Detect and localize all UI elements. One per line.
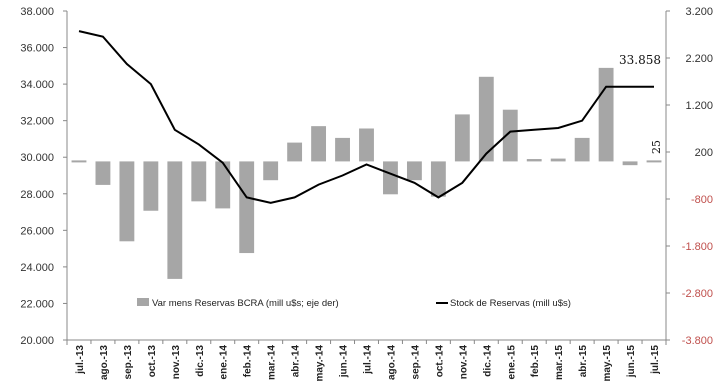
right-tick-label: -2.800 xyxy=(682,288,713,300)
x-tick-label: jun.-14 xyxy=(339,345,350,379)
bar-ene.-14 xyxy=(215,161,231,209)
bar-sep.-14 xyxy=(406,161,422,181)
x-tick-label: ene.-14 xyxy=(219,345,230,380)
bar-jul.-14 xyxy=(359,128,374,162)
annotation-last-bar: 25 xyxy=(650,140,663,154)
stock-line xyxy=(78,30,654,204)
x-tick-label: nov.-13 xyxy=(171,345,182,380)
bar-feb.-15 xyxy=(526,159,542,162)
left-tick-label: 34.000 xyxy=(20,79,54,91)
bar-abr.-15 xyxy=(574,137,590,162)
x-tick-label: may.-15 xyxy=(602,345,613,382)
x-tick-label: sep.-14 xyxy=(410,345,421,380)
bar-mar.-14 xyxy=(263,161,279,181)
x-tick-label: ene.-15 xyxy=(506,345,517,380)
legend-swatch-bars xyxy=(137,298,149,306)
bar-ene.-15 xyxy=(502,109,518,162)
legend-label-line: Stock de Reservas (mill u$s) xyxy=(450,298,571,309)
x-tick-label: ago.-13 xyxy=(99,345,110,380)
right-tick-label: 200 xyxy=(695,147,713,159)
line-series-group xyxy=(78,30,654,204)
bar-nov.-13 xyxy=(167,161,183,279)
x-tick-label: feb.-14 xyxy=(243,345,254,378)
x-tick-label: mar.-14 xyxy=(267,345,278,380)
bar-nov.-14 xyxy=(454,114,470,162)
x-tick-label: abr.-14 xyxy=(291,345,302,378)
bar-sep.-13 xyxy=(119,161,135,242)
left-tick-label: 20.000 xyxy=(20,335,54,347)
bar-jun.-14 xyxy=(335,137,350,162)
bar-may.-15 xyxy=(598,67,614,162)
left-tick-label: 30.000 xyxy=(20,152,54,164)
left-tick-label: 36.000 xyxy=(20,43,54,55)
right-tick-label: -1.800 xyxy=(682,241,713,253)
left-tick-label: 38.000 xyxy=(20,6,54,18)
x-tick-label: oct.-14 xyxy=(434,345,445,378)
bar-dic.-14 xyxy=(478,76,494,162)
legend: Var mens Reservas BCRA (mill u$s; eje de… xyxy=(137,298,571,309)
bar-ago.-14 xyxy=(383,161,398,195)
x-tick-label: jul.-15 xyxy=(650,345,661,375)
bar-jun.-15 xyxy=(622,161,638,166)
bar-jul.-15 xyxy=(646,160,662,163)
bar-oct.-14 xyxy=(430,161,446,197)
bar-ago.-13 xyxy=(95,161,111,185)
right-tick-label: 1.200 xyxy=(685,100,713,112)
x-tick-label: jul.-13 xyxy=(75,345,86,375)
bar-dic.-13 xyxy=(191,161,207,202)
legend-label-bars: Var mens Reservas BCRA (mill u$s; eje de… xyxy=(152,298,339,309)
x-tick-label: sep.-13 xyxy=(123,345,134,380)
x-axis-ticks: jul.-13 ago.-13 sep.-13 oct.-13 nov.-13 dic.-… xyxy=(66,340,661,382)
left-tick-label: 32.000 xyxy=(20,116,54,128)
x-tick-label: may.-14 xyxy=(315,345,326,382)
right-tick-label: -800 xyxy=(691,194,713,206)
bar-mar.-15 xyxy=(550,158,566,162)
x-tick-label: dic.-14 xyxy=(482,345,493,377)
x-tick-label: dic.-13 xyxy=(195,345,206,377)
right-tick-label: 2.200 xyxy=(685,53,713,65)
bar-jul.-13 xyxy=(71,160,87,163)
left-tick-label: 28.000 xyxy=(20,189,54,201)
left-tick-label: 22.000 xyxy=(20,298,54,310)
x-tick-label: nov.-14 xyxy=(458,345,469,380)
x-tick-label: mar.-15 xyxy=(554,345,565,380)
x-tick-label: jun.-15 xyxy=(626,345,637,379)
bar-may.-14 xyxy=(311,126,327,162)
annotation-last-stock: 33.858 xyxy=(619,53,661,67)
left-tick-label: 24.000 xyxy=(20,262,54,274)
x-tick-label: jul.-14 xyxy=(363,345,374,375)
x-tick-label: abr.-15 xyxy=(578,345,589,378)
left-axis-ticks: 20.000 22.000 24.000 26.000 28.000 30.000 32.0… xyxy=(20,6,67,347)
x-tick-label: ago.-14 xyxy=(386,345,397,380)
x-tick-label: feb.-15 xyxy=(530,345,541,378)
x-tick-label: oct.-13 xyxy=(147,345,158,378)
right-axis-ticks: -3.800 -2.800 -1.800 -800 200 1.200 2.200 3.200 xyxy=(666,6,713,347)
right-tick-label: 3.200 xyxy=(685,6,713,18)
axes-group xyxy=(66,11,667,345)
left-tick-label: 26.000 xyxy=(20,225,54,237)
bar-feb.-14 xyxy=(239,161,255,254)
right-tick-label: -3.800 xyxy=(682,335,713,347)
bar-oct.-13 xyxy=(143,161,159,211)
annotations: 33.858 25 xyxy=(619,53,663,154)
bar-abr.-14 xyxy=(287,142,303,162)
bar-series-group xyxy=(71,67,662,279)
